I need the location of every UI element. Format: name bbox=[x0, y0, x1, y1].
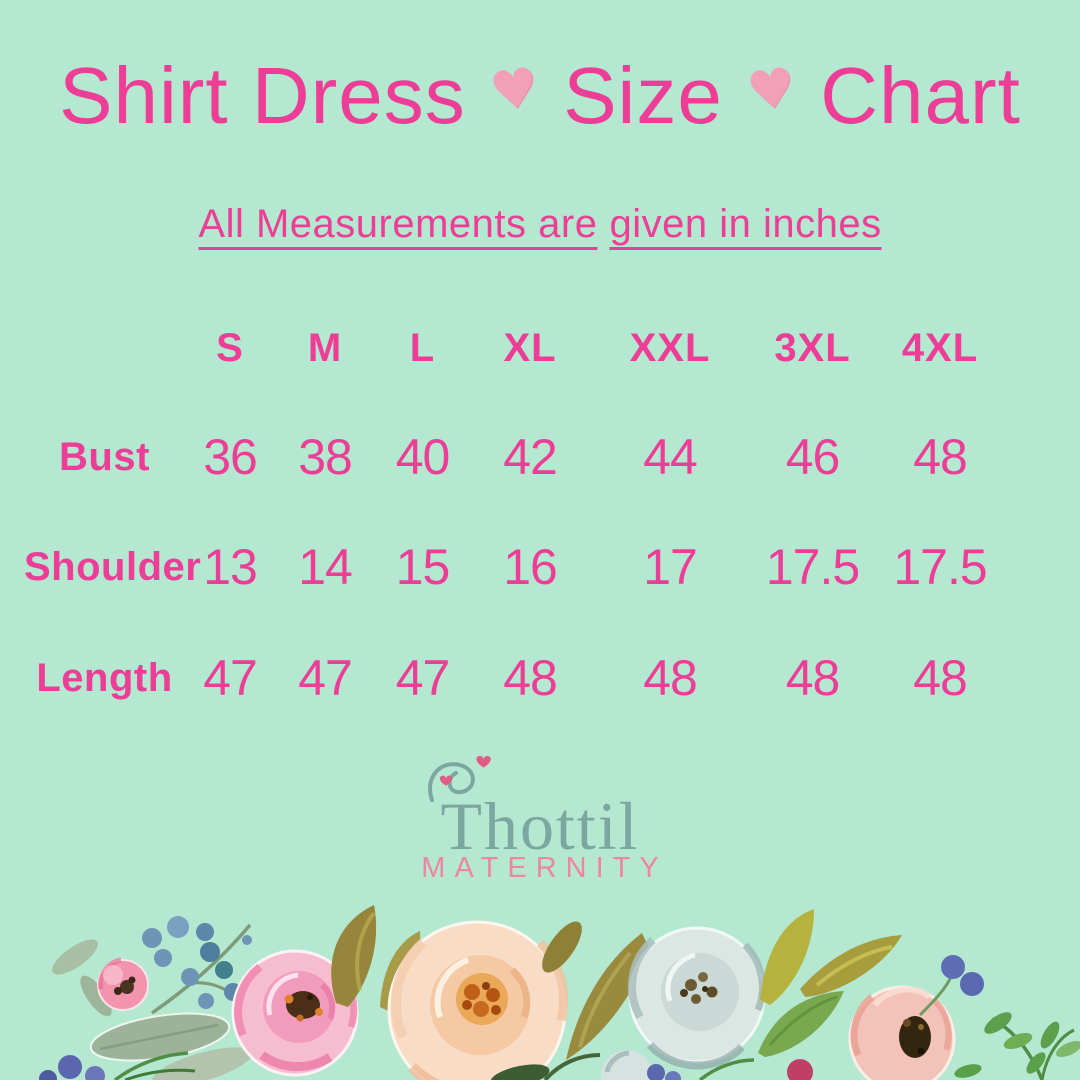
heart-icon: ♥ bbox=[742, 54, 801, 124]
size-value: 36 bbox=[203, 429, 258, 485]
size-value: 17.5 bbox=[765, 539, 860, 595]
size-value: 48 bbox=[913, 650, 968, 706]
row-label: Shoulder bbox=[24, 544, 202, 589]
measurement-note-text: All Measurements are bbox=[198, 202, 598, 246]
olive-feather-leaf bbox=[542, 921, 650, 1060]
size-value: 47 bbox=[395, 650, 451, 706]
size-value: 38 bbox=[298, 429, 353, 485]
size-table-header: S M L XL XXL 3XL 4XL bbox=[0, 318, 1005, 378]
green-sprig bbox=[954, 1012, 1080, 1080]
size-value: 48 bbox=[643, 650, 698, 706]
table-row-shoulder: Shoulder 13 14 15 16 17 17.5 17.5 bbox=[0, 512, 1005, 622]
title-part-2: Size bbox=[563, 51, 723, 140]
brand-name: Thottil bbox=[440, 788, 640, 864]
heart-icon bbox=[476, 755, 491, 768]
heart-icon: ♥ bbox=[485, 54, 544, 124]
title-part-1: Shirt Dress bbox=[59, 51, 466, 140]
size-col-header: S bbox=[216, 325, 244, 370]
row-label: Length bbox=[36, 655, 173, 700]
chartreuse-leaves bbox=[760, 909, 902, 1005]
size-value: 48 bbox=[785, 650, 841, 706]
measurement-note: All Measurements are given in inches bbox=[0, 202, 1080, 247]
size-value: 47 bbox=[203, 650, 258, 706]
brand-tagline: MATERNITY bbox=[421, 852, 668, 884]
size-col-header: XL bbox=[503, 325, 557, 370]
green-leaf bbox=[758, 991, 844, 1057]
heart-icon bbox=[439, 775, 453, 786]
size-value: 42 bbox=[503, 429, 558, 485]
logo-swirl-hearts-icon bbox=[428, 755, 491, 802]
size-value: 13 bbox=[203, 539, 258, 595]
purple-berries-right bbox=[918, 955, 984, 1017]
size-value: 16 bbox=[503, 539, 558, 595]
purple-berries-left bbox=[39, 1051, 196, 1080]
table-row-length: Length 47 47 47 48 48 48 48 bbox=[0, 623, 1005, 733]
measurement-note-text: given in inches bbox=[609, 202, 882, 246]
small-pink-flower bbox=[97, 957, 149, 1011]
size-value: 14 bbox=[298, 539, 353, 595]
floral-border bbox=[39, 905, 1080, 1080]
page-title: Shirt Dress ♥ Size ♥ Chart bbox=[0, 50, 1080, 142]
row-label: Bust bbox=[59, 434, 150, 479]
bottom-accents bbox=[490, 1050, 755, 1080]
size-col-header: XXL bbox=[629, 325, 711, 370]
size-value: 44 bbox=[643, 429, 698, 485]
size-value: 17 bbox=[643, 539, 698, 595]
table-row-bust: Bust 36 38 40 42 44 46 48 bbox=[0, 402, 1005, 512]
size-value: 15 bbox=[395, 539, 451, 595]
blue-rose bbox=[627, 926, 766, 1070]
size-col-header: 3XL bbox=[774, 325, 851, 370]
blush-flower bbox=[848, 985, 956, 1080]
size-value: 46 bbox=[785, 429, 841, 485]
size-value: 40 bbox=[395, 429, 451, 485]
size-col-header: L bbox=[409, 325, 436, 370]
size-value: 17.5 bbox=[893, 539, 987, 595]
crimson-berry bbox=[787, 1059, 813, 1080]
title-part-3: Chart bbox=[820, 51, 1021, 140]
peach-rose bbox=[387, 920, 569, 1080]
size-col-header: 4XL bbox=[901, 325, 979, 370]
size-col-header: M bbox=[307, 325, 343, 370]
sage-leaf-large bbox=[89, 1012, 253, 1080]
size-value: 47 bbox=[298, 650, 353, 706]
size-value: 48 bbox=[503, 650, 558, 706]
pink-rose bbox=[231, 949, 359, 1077]
size-value: 48 bbox=[913, 429, 968, 485]
